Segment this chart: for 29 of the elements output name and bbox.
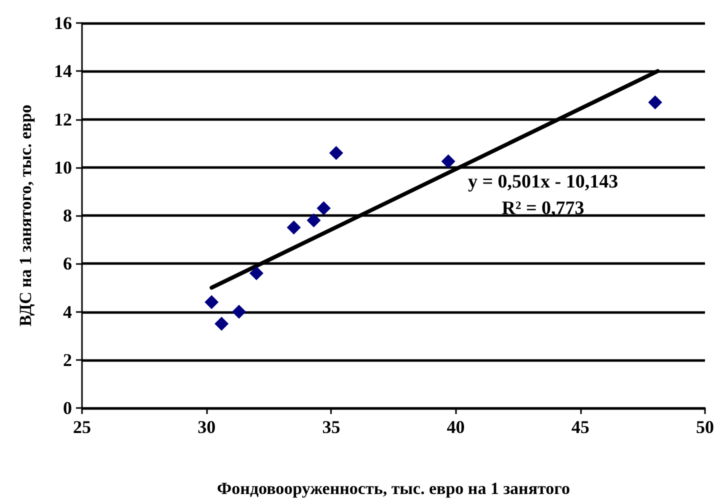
x-tick-label: 40 xyxy=(446,417,465,437)
y-axis-title: ВДС на 1 занятого, тыс. евро xyxy=(16,104,35,326)
y-tick-label: 12 xyxy=(54,109,72,130)
point xyxy=(204,295,219,310)
point xyxy=(286,220,301,235)
point xyxy=(214,316,229,331)
point xyxy=(306,213,321,228)
y-tick-label: 16 xyxy=(54,13,72,33)
annotation: R² = 0,773 xyxy=(502,198,584,219)
x-tick-label: 30 xyxy=(198,417,216,437)
point xyxy=(232,304,246,319)
x-axis-title: Фондовооруженность, тыс. евро на 1 занятого xyxy=(217,479,570,498)
x-tick-label: 35 xyxy=(322,417,340,437)
y-tick-label: 6 xyxy=(63,254,72,274)
x-tick-label: 50 xyxy=(696,417,714,437)
point xyxy=(441,154,456,168)
y-tick-label: 0 xyxy=(63,398,72,418)
y-tick-label: 14 xyxy=(54,61,72,82)
y-tick-label: 2 xyxy=(63,350,72,370)
x-tick-label: 45 xyxy=(571,417,590,437)
y-tick-label: 8 xyxy=(63,206,72,226)
point xyxy=(249,266,264,280)
x-tick-label: 25 xyxy=(73,417,91,437)
y-tick-label: 4 xyxy=(63,302,72,322)
annotation: y = 0,501x - 10,143 xyxy=(468,171,618,192)
y-tick-label: 10 xyxy=(54,157,72,178)
point xyxy=(648,95,662,110)
point xyxy=(316,201,331,216)
point xyxy=(329,146,344,160)
